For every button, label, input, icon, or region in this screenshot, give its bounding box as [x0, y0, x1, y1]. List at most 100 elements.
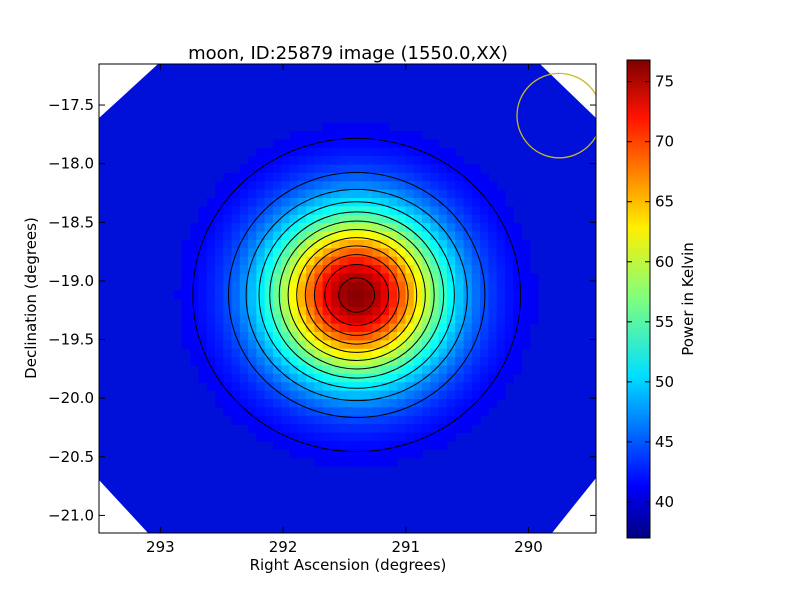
heatmap-cell: [413, 415, 423, 425]
heatmap-cell: [446, 340, 456, 350]
heatmap-cell: [488, 332, 498, 341]
heatmap-cell: [355, 457, 365, 467]
heatmap-cell: [223, 315, 233, 325]
heatmap-cell: [463, 265, 473, 274]
heatmap-cell: [413, 147, 423, 157]
heatmap-cell: [214, 231, 224, 241]
heatmap-cell: [330, 290, 340, 300]
heatmap-cell: [455, 332, 465, 341]
heatmap-cell: [471, 223, 481, 233]
heatmap-cell: [364, 131, 373, 140]
heatmap-cell: [239, 373, 249, 383]
heatmap-cell: [322, 189, 332, 199]
heatmap-cell: [289, 172, 299, 182]
heatmap-cell: [256, 290, 266, 300]
heatmap-cell: [438, 256, 448, 266]
heatmap-cell: [347, 457, 357, 467]
heatmap-cell: [364, 407, 373, 417]
heatmap-cell: [190, 223, 199, 233]
heatmap-cell: [339, 281, 349, 291]
heatmap-cell: [198, 323, 208, 333]
heatmap-cell: [214, 223, 224, 233]
heatmap-cell: [322, 147, 332, 157]
heatmap-cell: [306, 424, 315, 434]
heatmap-cell: [330, 281, 340, 291]
heatmap-cell: [438, 315, 448, 325]
heatmap-cell: [455, 256, 465, 266]
heatmap-cell: [480, 390, 489, 400]
heatmap-cell: [397, 214, 407, 224]
heatmap-cell: [413, 424, 423, 434]
heatmap-cell: [513, 281, 523, 291]
heatmap-cell: [380, 373, 390, 383]
heatmap-cell: [264, 198, 274, 207]
heatmap-cell: [239, 256, 249, 266]
heatmap-cell: [455, 357, 465, 367]
heatmap-cell: [214, 290, 224, 300]
heatmap-cell: [281, 273, 291, 283]
heatmap-cell: [380, 198, 390, 207]
heatmap-cell: [181, 256, 191, 266]
heatmap-cell: [256, 348, 266, 358]
heatmap-cell: [355, 198, 365, 207]
heatmap-cell: [355, 348, 365, 358]
heatmap-cell: [347, 139, 357, 149]
heatmap-cell: [446, 382, 456, 392]
heatmap-cell: [405, 432, 415, 442]
heatmap-cell: [397, 399, 407, 408]
heatmap-cell: [330, 357, 340, 367]
heatmap-cell: [239, 332, 249, 341]
heatmap-cell: [239, 164, 249, 174]
heatmap-cell: [289, 340, 299, 350]
heatmap-cell: [413, 357, 423, 367]
heatmap-cell: [289, 156, 299, 166]
heatmap-cell: [272, 164, 282, 174]
heatmap-cell: [190, 256, 199, 266]
heatmap-cell: [397, 172, 407, 182]
contour-line: [338, 277, 376, 313]
heatmap-cell: [488, 214, 498, 224]
heatmap-cell: [422, 172, 431, 182]
heatmap-cell: [355, 214, 365, 224]
heatmap-cell: [446, 348, 456, 358]
heatmap-cell: [297, 340, 307, 350]
heatmap-cell: [463, 181, 473, 191]
heatmap-cell: [372, 231, 382, 241]
heatmap-cell: [355, 424, 365, 434]
heatmap-cell: [430, 164, 440, 174]
heatmap-cell: [488, 399, 498, 408]
heatmap-cell: [239, 306, 249, 316]
heatmap-cell: [388, 357, 398, 367]
heatmap-cell: [364, 306, 373, 316]
heatmap-cell: [488, 365, 498, 375]
heatmap-cell: [388, 440, 398, 450]
heatmap-cell: [231, 214, 241, 224]
heatmap-cell: [446, 231, 456, 241]
heatmap-cell: [306, 239, 315, 249]
heatmap-cell: [272, 357, 282, 367]
heatmap-cell: [190, 306, 199, 316]
heatmap-cell: [264, 189, 274, 199]
heatmap-cell: [388, 348, 398, 358]
heatmap-cell: [422, 206, 431, 216]
heatmap-cell: [422, 214, 431, 224]
heatmap-cell: [504, 223, 514, 233]
heatmap-cell: [248, 239, 257, 249]
heatmap-cell: [496, 390, 506, 400]
heatmap-cell: [380, 164, 390, 174]
heatmap-cell: [422, 290, 431, 300]
colorbar-tick-label: 70: [655, 133, 674, 151]
heatmap-cell: [306, 399, 315, 408]
heatmap-cell: [289, 231, 299, 241]
heatmap-cell: [281, 390, 291, 400]
heatmap-cell: [504, 281, 514, 291]
heatmap-cell: [297, 248, 307, 258]
heatmap-cell: [438, 407, 448, 417]
heatmap-cell: [264, 156, 274, 166]
heatmap-cell: [190, 248, 199, 258]
heatmap-cell: [339, 231, 349, 241]
heatmap-cell: [264, 273, 274, 283]
heatmap-cell: [422, 373, 431, 383]
heatmap-cell: [256, 231, 266, 241]
